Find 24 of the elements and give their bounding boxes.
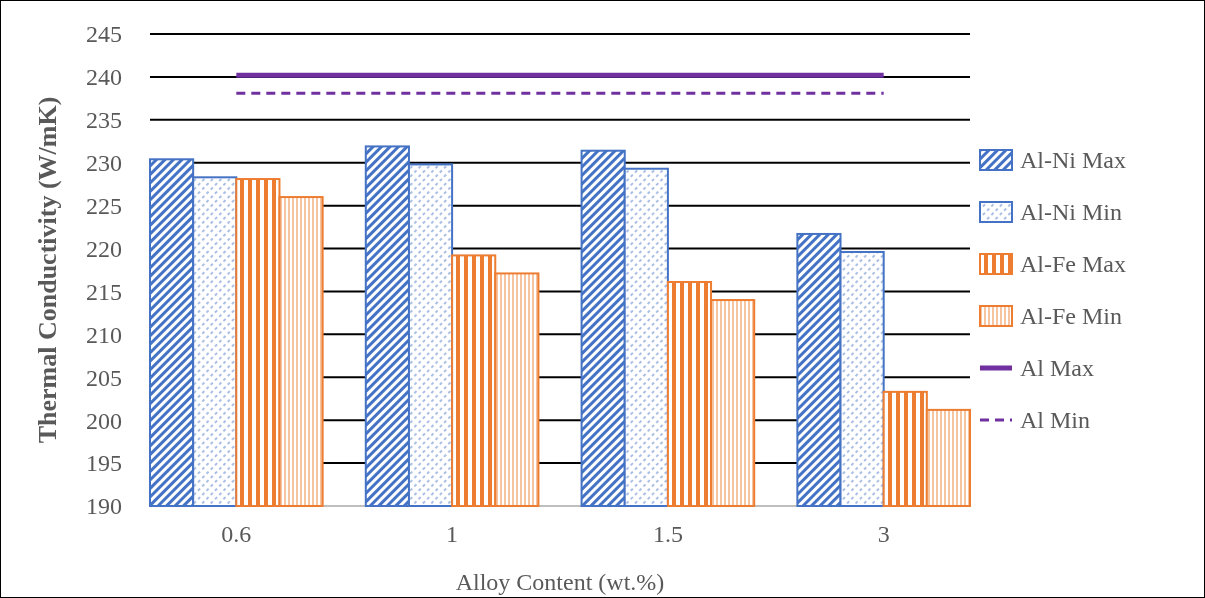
- y-tick-label: 230: [86, 150, 122, 177]
- legend-label: Al-Fe Min: [1020, 303, 1122, 330]
- legend-label: Al-Ni Min: [1020, 199, 1122, 226]
- legend-label: Al-Ni Max: [1020, 147, 1126, 174]
- x-tick-label: 0.6: [221, 521, 252, 547]
- y-tick-label: 220: [86, 235, 122, 262]
- y-tick-label: 205: [86, 364, 122, 391]
- legend-label: Al-Fe Max: [1020, 251, 1126, 278]
- y-tick-label: 235: [86, 107, 122, 134]
- x-axis-title: Alloy Content (wt.%): [455, 569, 665, 595]
- y-tick-label: 225: [86, 193, 122, 220]
- legend-label: Al Min: [1020, 407, 1091, 434]
- x-tick-label: 3: [877, 521, 890, 547]
- y-tick-label: 210: [86, 321, 122, 348]
- x-tick-label: 1.5: [652, 521, 683, 547]
- y-tick-label: 215: [86, 278, 122, 305]
- y-axis-title: Thermal Conductivity (W/mK): [33, 96, 62, 444]
- y-tick-label: 245: [86, 21, 122, 48]
- y-tick-label: 200: [86, 407, 122, 434]
- y-tick-label: 240: [86, 64, 122, 91]
- legend-label: Al Max: [1020, 355, 1094, 382]
- y-tick-label: 190: [86, 493, 122, 520]
- y-tick-label: 195: [86, 450, 122, 477]
- x-tick-label: 1: [446, 521, 459, 547]
